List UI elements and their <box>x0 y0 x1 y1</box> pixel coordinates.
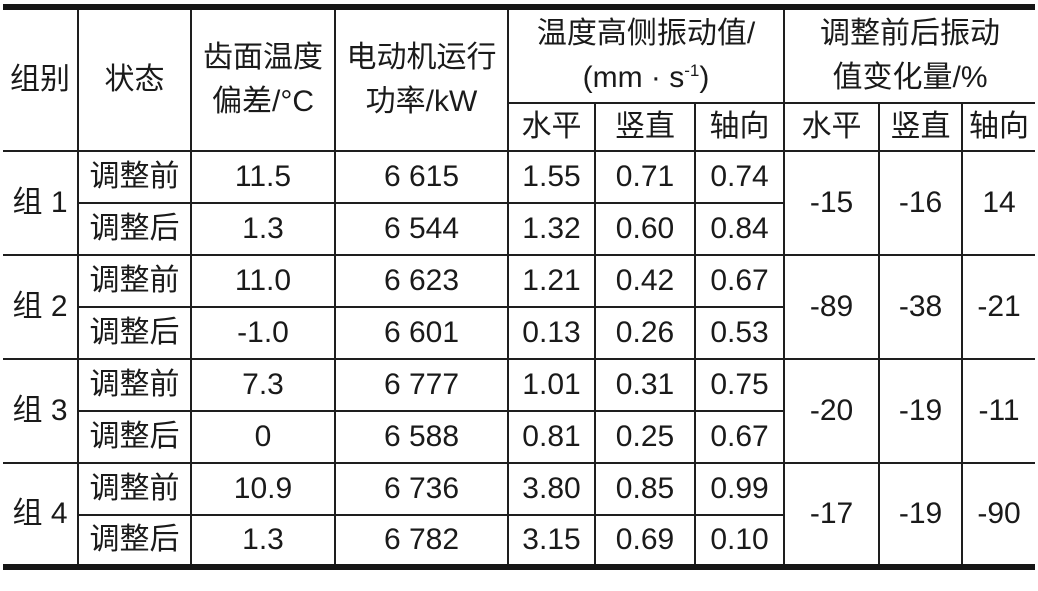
change-horizontal-cell: -89 <box>783 254 881 360</box>
change-axial-cell: -11 <box>961 358 1036 464</box>
vibration-vertical-cell: 0.85 <box>594 462 696 516</box>
change-vertical-cell: -19 <box>878 358 964 464</box>
table-row: 调整后 1.3 6 544 1.32 0.60 0.84 <box>3 202 1035 256</box>
change-header-line1: 调整前后振动 <box>820 17 1001 50</box>
vibration-vertical-cell: 0.42 <box>594 254 696 308</box>
change-axial-cell: -21 <box>961 254 1036 360</box>
vibration-header-line1: 温度高侧振动值/ <box>536 17 756 50</box>
vibration-horizontal-cell: 3.80 <box>507 462 596 516</box>
col-header-group: 组别 <box>3 6 79 152</box>
state-cell: 调整前 <box>77 462 192 516</box>
motor-power-cell: 6 782 <box>334 514 509 568</box>
table-row: 调整后 0 6 588 0.81 0.25 0.67 <box>3 410 1035 464</box>
vibration-vertical-cell: 0.25 <box>594 410 696 464</box>
motor-power-cell: 6 736 <box>334 462 509 516</box>
temp-deviation-cell: 11.0 <box>190 254 336 308</box>
subheader-vibration-horizontal: 水平 <box>508 102 596 152</box>
unit-superscript: -1 <box>684 61 700 80</box>
group-name-cell: 组 1 <box>3 150 79 256</box>
change-horizontal-cell: -15 <box>783 150 881 256</box>
temp-deviation-line1: 齿面温度 <box>203 41 323 74</box>
table-row: 调整后 -1.0 6 601 0.13 0.26 0.53 <box>3 306 1035 360</box>
vibration-header-unit: (mm · s-1) <box>582 61 710 94</box>
subheader-change-axial: 轴向 <box>961 102 1036 152</box>
temp-deviation-line2: 偏差/°C <box>212 85 314 118</box>
motor-power-cell: 6 615 <box>334 150 509 204</box>
vibration-horizontal-cell: 1.01 <box>507 358 596 412</box>
vibration-horizontal-cell: 1.32 <box>507 202 596 256</box>
temp-deviation-cell: 10.9 <box>190 462 336 516</box>
state-cell: 调整后 <box>78 410 192 464</box>
change-vertical-cell: -38 <box>878 254 964 360</box>
motor-power-cell: 6 777 <box>334 358 509 412</box>
change-header-line2: 值变化量/% <box>832 61 988 94</box>
state-cell: 调整前 <box>77 150 192 204</box>
change-horizontal-cell: -20 <box>783 358 881 464</box>
subheader-change-horizontal: 水平 <box>783 102 881 152</box>
change-axial-cell: -90 <box>961 462 1036 568</box>
motor-power-cell: 6 544 <box>334 202 509 256</box>
state-cell: 调整后 <box>78 306 192 360</box>
vibration-vertical-cell: 0.69 <box>594 514 696 568</box>
subheader-change-vertical: 竖直 <box>878 102 964 152</box>
table-row: 组 1 调整前 11.5 6 615 1.55 0.71 0.74 -15 -1… <box>3 150 1036 256</box>
vibration-axial-cell: 0.67 <box>693 410 785 464</box>
vibration-data-table: 组别 状态 齿面温度 偏差/°C 电动机运行 功率/kW 温度高侧振动值/ (m… <box>3 4 1036 570</box>
motor-power-cell: 6 588 <box>334 410 509 464</box>
table-row: 组 4 调整前 10.9 6 736 3.80 0.85 0.99 -17 -1… <box>3 462 1036 568</box>
vibration-vertical-cell: 0.26 <box>594 306 696 360</box>
group-name-cell: 组 4 <box>3 462 79 568</box>
vibration-axial-cell: 0.10 <box>693 514 785 568</box>
vibration-axial-cell: 0.75 <box>693 358 786 412</box>
col-header-vibration-value: 温度高侧振动值/ (mm · s-1) <box>506 6 786 104</box>
temp-deviation-cell: 11.5 <box>190 150 336 204</box>
col-header-change-percent: 调整前后振动 值变化量/% <box>783 6 1036 104</box>
vibration-vertical-cell: 0.71 <box>594 150 696 204</box>
change-horizontal-cell: -17 <box>783 462 881 568</box>
motor-power-cell: 6 601 <box>334 306 509 360</box>
vibration-horizontal-cell: 1.55 <box>507 150 596 204</box>
change-vertical-cell: -16 <box>878 150 964 256</box>
vibration-horizontal-cell: 0.13 <box>507 306 596 360</box>
vibration-vertical-cell: 0.60 <box>594 202 696 256</box>
table-row: 组 2 调整前 11.0 6 623 1.21 0.42 0.67 -89 -3… <box>3 254 1036 360</box>
temp-deviation-cell: 1.3 <box>190 202 336 256</box>
group-name-cell: 组 2 <box>3 254 79 360</box>
state-cell: 调整前 <box>77 254 192 308</box>
motor-power-line1: 电动机运行 <box>346 41 497 74</box>
temp-deviation-cell: -1.0 <box>190 306 336 360</box>
temp-deviation-cell: 7.3 <box>190 358 336 412</box>
vibration-horizontal-cell: 1.21 <box>507 254 596 308</box>
col-header-temp-deviation: 齿面温度 偏差/°C <box>190 6 336 152</box>
state-cell: 调整后 <box>78 514 192 568</box>
vibration-axial-cell: 0.53 <box>693 306 785 360</box>
vibration-horizontal-cell: 3.15 <box>507 514 596 568</box>
col-header-motor-power: 电动机运行 功率/kW <box>334 6 509 152</box>
group-name-cell: 组 3 <box>3 358 79 464</box>
table-row: 调整后 1.3 6 782 3.15 0.69 0.10 <box>3 514 1035 568</box>
subheader-vibration-vertical: 竖直 <box>594 102 696 152</box>
vibration-horizontal-cell: 0.81 <box>507 410 596 464</box>
motor-power-cell: 6 623 <box>334 254 509 308</box>
table-row: 组 3 调整前 7.3 6 777 1.01 0.31 0.75 -20 -19… <box>3 358 1036 464</box>
vibration-axial-cell: 0.74 <box>693 150 786 204</box>
state-cell: 调整后 <box>78 202 192 256</box>
temp-deviation-cell: 1.3 <box>190 514 336 568</box>
vibration-axial-cell: 0.84 <box>693 202 785 256</box>
vibration-axial-cell: 0.99 <box>693 462 786 516</box>
state-cell: 调整前 <box>77 358 192 412</box>
change-vertical-cell: -19 <box>878 462 964 568</box>
subheader-vibration-axial: 轴向 <box>693 102 786 152</box>
vibration-vertical-cell: 0.31 <box>594 358 696 412</box>
change-axial-cell: 14 <box>961 150 1036 256</box>
col-header-state: 状态 <box>77 6 192 152</box>
temp-deviation-cell: 0 <box>190 410 336 464</box>
vibration-axial-cell: 0.67 <box>693 254 786 308</box>
motor-power-line2: 功率/kW <box>365 85 478 118</box>
